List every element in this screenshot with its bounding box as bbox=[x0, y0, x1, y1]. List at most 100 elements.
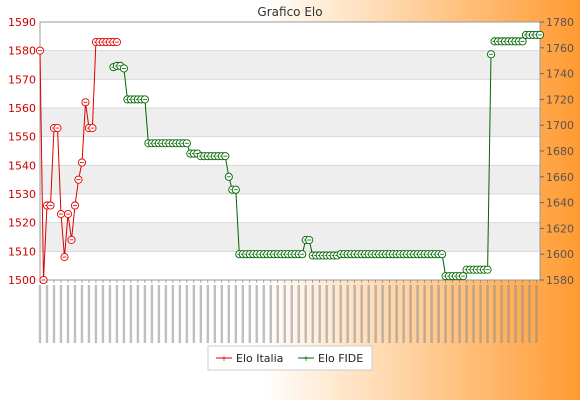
x-tick-label-mark bbox=[514, 285, 517, 343]
right-tick-label: 1680 bbox=[546, 145, 574, 158]
x-tick-label-mark bbox=[206, 285, 210, 343]
plot-area bbox=[39, 21, 541, 281]
x-tick-label-mark bbox=[94, 285, 98, 343]
x-tick-label-mark bbox=[367, 285, 370, 343]
x-tick-label-mark bbox=[227, 285, 231, 343]
x-tick-label-mark bbox=[500, 285, 503, 343]
x-tick-label-mark bbox=[101, 285, 105, 343]
x-tick-label-mark bbox=[269, 285, 272, 343]
x-tick-label-mark bbox=[199, 285, 203, 343]
legend-label-fide: Elo FIDE bbox=[318, 352, 363, 365]
x-tick-label-mark bbox=[255, 285, 258, 343]
x-tick-label-mark bbox=[451, 285, 454, 343]
series-layer bbox=[35, 30, 545, 285]
x-tick-label-mark bbox=[38, 285, 42, 343]
x-tick-label-mark bbox=[164, 285, 168, 343]
x-tick-label-mark bbox=[416, 285, 419, 343]
series-2 bbox=[490, 30, 545, 46]
legend: + Elo Italia + Elo FIDE bbox=[207, 345, 373, 371]
x-tick-label-mark bbox=[493, 285, 496, 343]
x-tick-label-mark bbox=[374, 285, 377, 343]
left-axis-ticks: 1500 1510 1520 1530 1540 1550 1560 1570 1580 1590 bbox=[8, 16, 36, 287]
series-1 bbox=[109, 50, 496, 281]
x-tick-label-mark bbox=[360, 285, 363, 343]
right-tick-label: 1740 bbox=[546, 68, 574, 81]
x-tick-label-mark bbox=[395, 285, 398, 343]
x-tick-label-mark bbox=[528, 285, 531, 343]
x-tick-label-mark bbox=[381, 285, 384, 343]
right-tick-label: 1720 bbox=[546, 93, 574, 106]
right-tick-label: 1580 bbox=[546, 274, 574, 287]
grid-band bbox=[40, 165, 540, 194]
x-tick-label-mark bbox=[59, 285, 63, 343]
x-tick-label-mark bbox=[346, 285, 349, 343]
x-tick-label-mark bbox=[339, 285, 342, 343]
x-tick-label-mark bbox=[234, 285, 238, 343]
left-tick-label: 1550 bbox=[8, 131, 36, 144]
chart-title: Grafico Elo bbox=[257, 5, 322, 19]
x-tick-label-mark bbox=[220, 285, 224, 343]
x-tick-label-mark bbox=[248, 285, 251, 343]
x-tick-label-mark bbox=[150, 285, 154, 343]
x-tick-label-mark bbox=[297, 285, 300, 343]
right-tick-label: 1760 bbox=[546, 42, 574, 55]
x-tick-label-mark bbox=[318, 285, 321, 343]
left-tick-label: 1500 bbox=[8, 274, 36, 287]
grid-band bbox=[40, 222, 540, 252]
x-tick-label-mark bbox=[178, 285, 182, 343]
x-tick-label-mark bbox=[136, 285, 140, 343]
x-tick-label-mark bbox=[458, 285, 461, 343]
legend-marker-italia: + bbox=[221, 354, 228, 363]
x-tick-label-mark bbox=[486, 285, 489, 343]
x-tick-label-mark bbox=[311, 285, 314, 343]
right-axis-ticks: 1580 1600 1620 1640 1660 1680 1700 1720 1740 1760… bbox=[540, 16, 574, 287]
right-tick-label: 1620 bbox=[546, 222, 574, 235]
left-tick-label: 1580 bbox=[8, 45, 36, 58]
x-tick-label-mark bbox=[45, 285, 49, 343]
right-tick-label: 1640 bbox=[546, 197, 574, 210]
x-tick-label-mark bbox=[332, 285, 335, 343]
x-tick-label-mark bbox=[325, 285, 328, 343]
x-tick-label-mark bbox=[472, 285, 475, 343]
x-tick-label-mark bbox=[143, 285, 147, 343]
legend-box bbox=[207, 345, 373, 371]
x-tick-label-mark bbox=[304, 285, 307, 343]
legend-marker-fide: + bbox=[303, 354, 310, 363]
x-tick-label-mark bbox=[262, 285, 265, 343]
grid-band bbox=[40, 108, 540, 137]
right-tick-label: 1600 bbox=[546, 248, 574, 261]
right-tick-label: 1780 bbox=[546, 16, 574, 29]
x-tick-label-mark bbox=[465, 285, 468, 343]
left-tick-label: 1570 bbox=[8, 73, 36, 86]
x-tick-label-mark bbox=[521, 285, 524, 343]
left-tick-label: 1590 bbox=[8, 16, 36, 29]
right-tick-label: 1660 bbox=[546, 171, 574, 184]
x-tick-label-mark bbox=[388, 285, 391, 343]
x-tick-label-mark bbox=[241, 285, 244, 343]
x-tick-label-mark bbox=[115, 285, 119, 343]
left-tick-label: 1540 bbox=[8, 159, 36, 172]
x-tick-label-mark bbox=[290, 285, 293, 343]
left-tick-label: 1560 bbox=[8, 102, 36, 115]
x-tick-label-mark bbox=[171, 285, 175, 343]
x-tick-label-mark bbox=[192, 285, 196, 343]
x-tick-label-mark bbox=[80, 285, 84, 343]
right-tick-label: 1700 bbox=[546, 119, 574, 132]
left-tick-label: 1520 bbox=[8, 217, 36, 230]
x-tick-label-mark bbox=[129, 285, 133, 343]
x-tick-label-mark bbox=[73, 285, 77, 343]
left-tick-label: 1510 bbox=[8, 245, 36, 258]
x-tick-label-mark bbox=[423, 285, 426, 343]
x-tick-label-mark bbox=[353, 285, 356, 343]
x-tick-label-mark bbox=[213, 285, 217, 343]
x-tick-label-mark bbox=[185, 285, 189, 343]
x-tick-label-mark bbox=[479, 285, 482, 343]
x-tick-label-mark bbox=[108, 285, 112, 343]
x-tick-label-mark bbox=[87, 285, 91, 343]
x-tick-label-mark bbox=[535, 285, 538, 343]
series-0 bbox=[35, 38, 121, 285]
x-tick-label-mark bbox=[507, 285, 510, 343]
x-tick-label-mark bbox=[409, 285, 412, 343]
